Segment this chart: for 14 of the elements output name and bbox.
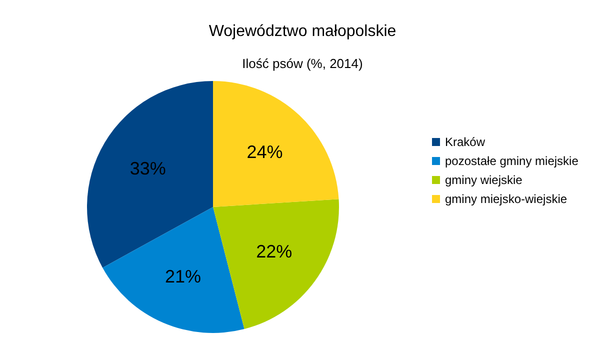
legend-label: Kraków [445,135,486,149]
pie-slice [213,199,339,330]
data-label: 33% [130,158,166,179]
legend-label: pozostałe gminy miejskie [445,154,579,168]
data-label: 24% [246,142,283,162]
legend-label: gminy wiejskie [445,173,523,187]
data-label: 21% [164,266,201,286]
pie-slice [213,81,339,207]
pie-slice [87,81,213,268]
pie-slice [102,207,244,333]
data-label: 22% [256,241,292,262]
legend-label: gminy miejsko-wiejskie [445,192,568,206]
chart-subtitle: Ilość psów (%, 2014) [242,56,363,71]
chart-title: Województwo małopolskie [208,23,396,40]
